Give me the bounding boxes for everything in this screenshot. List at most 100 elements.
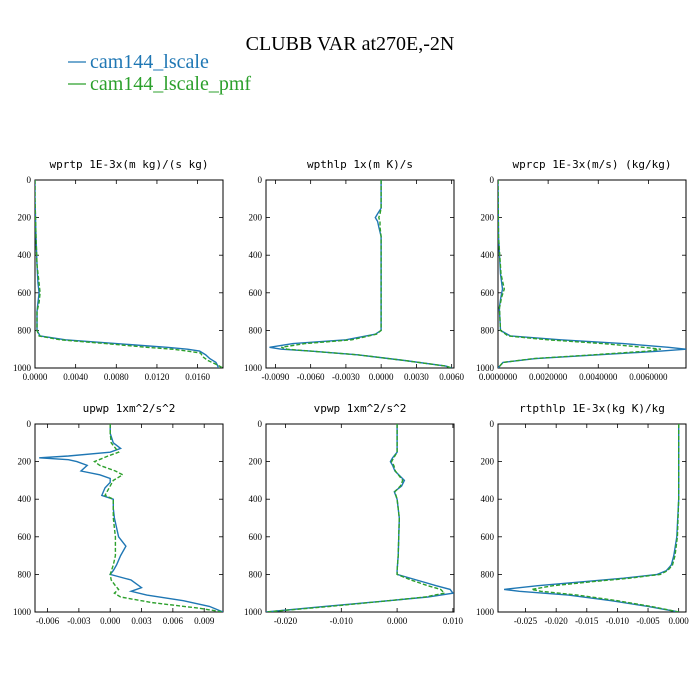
x-tick-label-wpthlp-3: 0.0000 bbox=[369, 372, 394, 382]
series-line-upwp-lscale bbox=[39, 424, 223, 612]
y-tick-label-wpthlp-400: 400 bbox=[249, 250, 263, 260]
y-tick-label-upwp-0: 0 bbox=[27, 419, 32, 429]
y-tick-label-wpthlp-200: 200 bbox=[249, 213, 263, 223]
y-tick-label-wprtp-0: 0 bbox=[27, 175, 32, 185]
x-tick-label-wprcp-0: 0.0000000 bbox=[479, 372, 518, 382]
y-tick-label-vpwp-400: 400 bbox=[249, 494, 263, 504]
series-line-rtpthlp-lscale-pmf bbox=[531, 424, 680, 612]
x-tick-label-wpthlp-5: 0.0060 bbox=[439, 372, 464, 382]
panel-title-vpwp: vpwp 1xm^2/s^2 bbox=[314, 402, 407, 415]
x-tick-label-rtpthlp-0: -0.025 bbox=[514, 616, 538, 626]
x-tick-label-upwp-5: 0.009 bbox=[194, 616, 215, 626]
y-tick-label-wprcp-1000: 1000 bbox=[476, 363, 495, 373]
legend: cam144_lscale cam144_lscale_pmf bbox=[68, 51, 251, 95]
series-line-wprtp-lscale-pmf bbox=[35, 180, 223, 368]
x-tick-label-wprtp-3: 0.0120 bbox=[145, 372, 170, 382]
y-tick-label-rtpthlp-0: 0 bbox=[490, 419, 495, 429]
x-tick-label-wprtp-4: 0.0160 bbox=[185, 372, 210, 382]
series-line-vpwp-lscale bbox=[266, 424, 454, 612]
y-tick-label-vpwp-1000: 1000 bbox=[244, 607, 263, 617]
panel-upwp: upwp 1xm^2/s^2 0 200 400 600 800 1000 -0.006 -0.… bbox=[13, 402, 224, 626]
series-line-wprcp-lscale bbox=[498, 180, 686, 368]
y-tick-label-rtpthlp-1000: 1000 bbox=[476, 607, 495, 617]
x-tick-label-wpthlp-0: -0.0090 bbox=[262, 372, 290, 382]
y-tick-label-vpwp-800: 800 bbox=[249, 569, 263, 579]
x-tick-label-wprtp-0: 0.0000 bbox=[23, 372, 48, 382]
x-tick-label-upwp-3: 0.003 bbox=[131, 616, 152, 626]
y-tick-label-wpthlp-800: 800 bbox=[249, 325, 263, 335]
x-tick-label-upwp-0: -0.006 bbox=[36, 616, 60, 626]
x-tick-label-wpthlp-4: 0.0030 bbox=[404, 372, 429, 382]
y-tick-label-rtpthlp-400: 400 bbox=[481, 494, 495, 504]
x-tick-label-rtpthlp-3: -0.010 bbox=[606, 616, 630, 626]
y-tick-label-wprtp-600: 600 bbox=[18, 288, 32, 298]
x-tick-label-vpwp-2: 0.000 bbox=[387, 616, 408, 626]
y-tick-label-wprtp-200: 200 bbox=[18, 213, 32, 223]
y-tick-label-upwp-600: 600 bbox=[18, 532, 32, 542]
y-tick-label-wpthlp-600: 600 bbox=[249, 288, 263, 298]
series-line-vpwp-lscale-pmf bbox=[266, 424, 446, 612]
legend-label-lscale: cam144_lscale bbox=[90, 51, 209, 73]
series-line-rtpthlp-lscale bbox=[504, 424, 680, 612]
axes-frame-wprtp bbox=[34, 179, 224, 369]
x-tick-label-rtpthlp-5: 0.000 bbox=[669, 616, 690, 626]
axes-frame-upwp bbox=[34, 423, 224, 613]
series-line-wpthlp-lscale bbox=[269, 180, 452, 368]
panel-wprtp: wprtp 1E-3x(m kg)/(s kg) 0 200 400 600 800 100… bbox=[13, 158, 224, 382]
y-tick-label-wpthlp-0: 0 bbox=[258, 175, 263, 185]
panel-title-wprcp: wprcp 1E-3x(m/s) (kg/kg) bbox=[513, 158, 672, 171]
x-tick-label-upwp-1: -0.003 bbox=[67, 616, 91, 626]
y-tick-label-wpthlp-1000: 1000 bbox=[244, 363, 263, 373]
x-tick-label-wprtp-1: 0.0040 bbox=[63, 372, 88, 382]
panel-wprcp: wprcp 1E-3x(m/s) (kg/kg) 0 200 400 600 800 100… bbox=[476, 158, 687, 382]
y-tick-label-wprcp-800: 800 bbox=[481, 325, 495, 335]
y-tick-label-rtpthlp-800: 800 bbox=[481, 569, 495, 579]
x-tick-label-rtpthlp-4: -0.005 bbox=[636, 616, 660, 626]
panels-container: wprtp 1E-3x(m kg)/(s kg) 0 200 400 600 800 100… bbox=[13, 158, 689, 626]
y-tick-label-wprtp-800: 800 bbox=[18, 325, 32, 335]
y-tick-label-wprcp-600: 600 bbox=[481, 288, 495, 298]
y-tick-label-wprtp-400: 400 bbox=[18, 250, 32, 260]
x-tick-label-wprtp-2: 0.0080 bbox=[104, 372, 129, 382]
series-line-upwp-lscale-pmf bbox=[93, 424, 223, 612]
x-tick-label-rtpthlp-2: -0.015 bbox=[575, 616, 599, 626]
panel-title-wprtp: wprtp 1E-3x(m kg)/(s kg) bbox=[50, 158, 209, 171]
y-tick-label-rtpthlp-200: 200 bbox=[481, 457, 495, 467]
panel-wpthlp: wpthlp 1x(m K)/s 0 200 400 600 800 1000-0.0090… bbox=[244, 158, 465, 382]
axes-frame-wprcp bbox=[497, 179, 687, 369]
y-tick-label-upwp-400: 400 bbox=[18, 494, 32, 504]
panel-title-rtpthlp: rtpthlp 1E-3x(kg K)/kg bbox=[519, 402, 665, 415]
figure-title: CLUBB VAR at270E,-2N bbox=[246, 33, 455, 55]
axes-frame-rtpthlp bbox=[497, 423, 687, 613]
panel-rtpthlp: rtpthlp 1E-3x(kg K)/kg 0 200 400 600 800 1000 -… bbox=[476, 402, 689, 626]
panel-title-wpthlp: wpthlp 1x(m K)/s bbox=[307, 158, 413, 171]
x-tick-label-upwp-4: 0.006 bbox=[163, 616, 184, 626]
panel-title-upwp: upwp 1xm^2/s^2 bbox=[83, 402, 176, 415]
x-tick-label-rtpthlp-1: -0.020 bbox=[545, 616, 569, 626]
y-tick-label-wprcp-400: 400 bbox=[481, 250, 495, 260]
y-tick-label-wprcp-0: 0 bbox=[490, 175, 495, 185]
y-tick-label-upwp-200: 200 bbox=[18, 457, 32, 467]
x-tick-label-upwp-2: 0.000 bbox=[100, 616, 121, 626]
x-tick-label-wprcp-1: 0.0020000 bbox=[529, 372, 568, 382]
axes-frame-wpthlp bbox=[265, 179, 455, 369]
x-tick-label-vpwp-0: -0.020 bbox=[274, 616, 298, 626]
y-tick-label-vpwp-0: 0 bbox=[258, 419, 263, 429]
y-tick-label-upwp-1000: 1000 bbox=[13, 607, 32, 617]
x-tick-label-wprcp-2: 0.0040000 bbox=[579, 372, 618, 382]
series-line-wpthlp-lscale-pmf bbox=[281, 180, 452, 368]
y-tick-label-upwp-800: 800 bbox=[18, 569, 32, 579]
x-tick-label-wpthlp-1: -0.0060 bbox=[297, 372, 325, 382]
axes-frame-vpwp bbox=[265, 423, 455, 613]
panel-vpwp: vpwp 1xm^2/s^2 0 200 400 600 800 1000 -0.020 -0.… bbox=[244, 402, 464, 626]
y-tick-label-vpwp-200: 200 bbox=[249, 457, 263, 467]
x-tick-label-vpwp-1: -0.010 bbox=[330, 616, 354, 626]
x-tick-label-wprcp-3: 0.0060000 bbox=[629, 372, 668, 382]
legend-label-lscale-pmf: cam144_lscale_pmf bbox=[90, 73, 251, 95]
y-tick-label-vpwp-600: 600 bbox=[249, 532, 263, 542]
y-tick-label-wprtp-1000: 1000 bbox=[13, 363, 32, 373]
y-tick-label-rtpthlp-600: 600 bbox=[481, 532, 495, 542]
series-line-wprcp-lscale-pmf bbox=[498, 180, 662, 368]
x-tick-label-vpwp-3: 0.010 bbox=[443, 616, 464, 626]
